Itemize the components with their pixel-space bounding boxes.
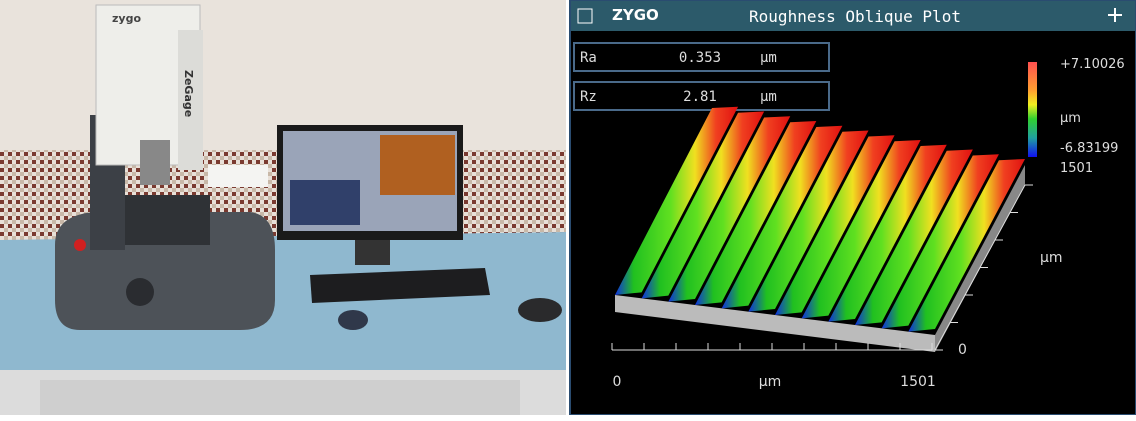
x-axis-end: 1501 [900, 374, 936, 390]
result-label: Rz [580, 89, 597, 105]
result-unit: µm [760, 89, 777, 105]
x-axis-unit: µm [759, 374, 782, 390]
brand-label: zygo [112, 12, 141, 25]
screen-panel [290, 180, 360, 225]
screenshot: zygo ZeGage ZYGO Roughness Oblique Plot … [0, 0, 1136, 421]
colorbar-unit: µm [1060, 111, 1081, 126]
colorbar-min: -6.83199 [1060, 141, 1118, 156]
window-title: Roughness Oblique Plot [749, 7, 961, 26]
zygo-window: ZYGO Roughness Oblique Plot Ra 0.353 µm … [570, 0, 1136, 415]
joystick [338, 310, 368, 330]
stop-button [74, 239, 86, 251]
result-value: 2.81 [683, 89, 717, 105]
photo: zygo ZeGage [0, 0, 566, 415]
bottom-margin [0, 415, 1136, 421]
model-label: ZeGage [182, 70, 195, 117]
knob [126, 278, 154, 306]
result-label: Ra [580, 50, 597, 66]
mouse [518, 298, 562, 322]
result-value: 0.353 [679, 50, 721, 66]
colorbar-extent: 1501 [1060, 161, 1093, 176]
stage [125, 195, 210, 245]
drawer [40, 380, 520, 415]
screen-plot [380, 135, 455, 195]
x-axis-start: 0 [613, 374, 622, 390]
color-bar [1028, 62, 1037, 157]
y-axis-start: 0 [958, 342, 967, 358]
logo: ZYGO [612, 6, 659, 24]
colorbar-max: +7.10026 [1060, 57, 1125, 72]
y-axis-unit: µm [1040, 250, 1063, 266]
monitor-stand [355, 240, 390, 265]
objective [140, 140, 170, 185]
socket [208, 165, 268, 187]
result-unit: µm [760, 50, 777, 66]
